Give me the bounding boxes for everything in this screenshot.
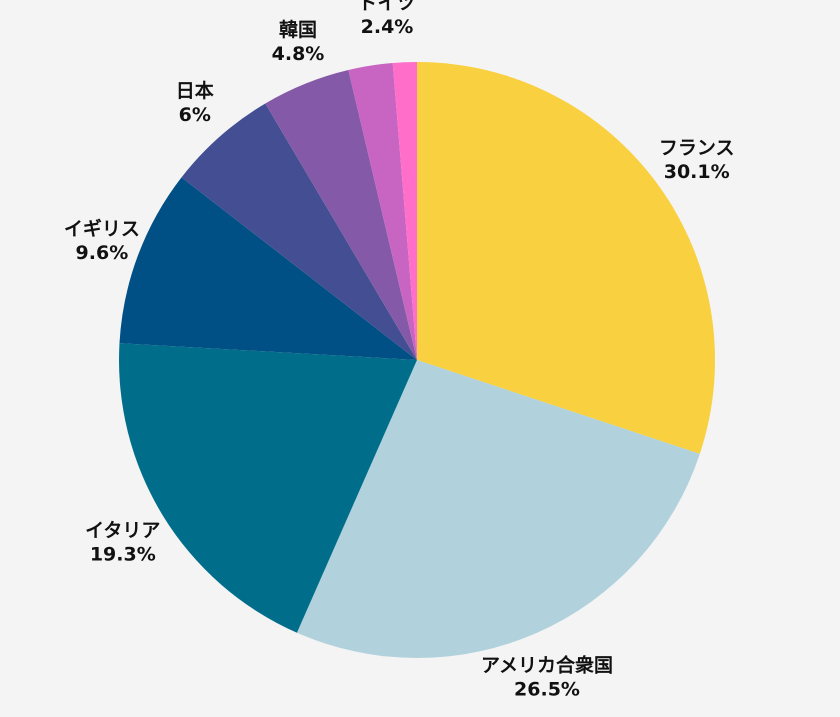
slice-value-label: 9.6% [76,242,129,264]
slice-label: イギリス 9.6% [64,218,140,264]
slice-value-label: 4.8% [272,43,325,65]
slice-category-label: ドイツ [358,0,415,14]
slice-value-label: 19.3% [90,543,156,565]
slice-category-label: アメリカ合衆国 [481,653,613,676]
pie-slice [119,177,417,360]
pie-slice [348,62,417,361]
pie-slice [265,70,417,361]
slice-value-label: 6% [179,104,211,126]
slice-category-label: 日本 [176,79,214,102]
slice-value-label: 30.1% [664,161,730,183]
labels-group: フランス 30.1% アメリカ合衆国 26.5% イタリア 19.3% イギリス 9.6% 日本… [64,0,735,700]
slice-label: アメリカ合衆国 26.5% [481,653,613,700]
pie-slice [296,360,700,659]
slice-category-label: イギリス [64,218,140,240]
slices-group [119,62,716,659]
pie-slice [392,62,417,360]
slice-label: 日本 6% [176,79,214,126]
slice-label: フランス 30.1% [659,137,735,183]
slice-category-label: 韓国 [279,18,317,41]
pie-slice [417,62,716,454]
slice-category-label: イタリア [85,519,160,541]
pie-slice [181,103,417,360]
pie-slice [119,343,417,633]
slice-category-label: フランス [659,137,735,159]
slice-label: 韓国 4.8% [272,18,325,65]
slice-label: イタリア 19.3% [85,519,160,565]
slice-value-label: 26.5% [514,678,580,700]
slice-value-label: 2.4% [361,16,414,38]
slice-label: ドイツ 2.4% [358,0,415,38]
